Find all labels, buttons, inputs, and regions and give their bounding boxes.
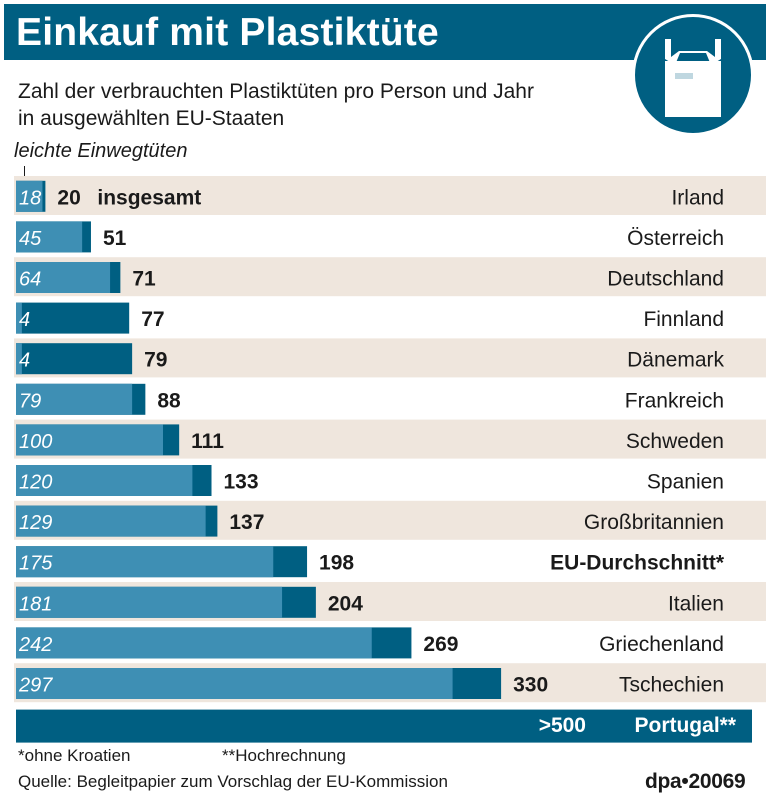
row-stripe <box>14 338 766 378</box>
light-value-label: 297 <box>18 675 53 697</box>
bar-light <box>16 262 111 293</box>
light-value-label: 4 <box>19 350 30 372</box>
bar-light <box>16 586 283 618</box>
total-value-label: 330 <box>513 674 548 697</box>
total-value-label: 137 <box>229 511 264 534</box>
total-value-label: 88 <box>157 389 181 412</box>
row-stripe <box>14 176 766 215</box>
bar-total <box>16 343 133 375</box>
category-label: Tschechien <box>619 674 724 697</box>
total-value-label: 79 <box>144 349 167 372</box>
light-value-label: 129 <box>19 512 52 534</box>
category-label: Dänemark <box>627 349 724 372</box>
subtitle-line-1: Zahl der verbrauchten Plastiktüten pro P… <box>18 80 534 103</box>
category-label: Schweden <box>626 430 724 453</box>
legend-pointer <box>24 166 25 178</box>
bar-light <box>16 424 163 456</box>
category-label: EU-Durchschnitt* <box>550 552 725 575</box>
dpa-logo: dpa•20069 <box>645 770 746 793</box>
bar-total <box>16 302 130 334</box>
category-label: Großbritannien <box>584 511 724 534</box>
subtitle: Zahl der verbrauchten Plastiktüten pro P… <box>18 78 628 132</box>
category-label: Frankreich <box>625 389 724 412</box>
overflow-value-label: >500 <box>539 714 586 737</box>
category-label: Finnland <box>643 308 724 331</box>
bar-light <box>16 505 206 537</box>
total-value-label: 198 <box>319 552 354 575</box>
bar-light <box>16 627 372 659</box>
category-label: Portugal** <box>634 714 736 737</box>
category-label: Griechenland <box>599 633 724 656</box>
light-value-label: 64 <box>19 269 41 291</box>
total-value-label: 51 <box>103 227 127 250</box>
chart-title: Einkauf mit Plastiktüte <box>16 11 439 54</box>
total-value-label: 133 <box>224 471 259 494</box>
light-value-label: 181 <box>19 593 52 615</box>
category-label: Deutschland <box>607 268 724 291</box>
total-value-label: 20 <box>57 186 80 209</box>
footnote-croatia: *ohne Kroatien <box>18 746 131 765</box>
light-value-label: 4 <box>19 309 30 331</box>
total-value-label: 77 <box>141 308 164 331</box>
category-label: Irland <box>671 186 724 209</box>
subtitle-line-2: in ausgewählten EU-Staaten <box>18 107 285 130</box>
total-value-label: 71 <box>132 268 156 291</box>
light-value-label: 79 <box>19 390 41 412</box>
bar-light <box>16 302 22 334</box>
bar-light <box>16 546 274 578</box>
bar-light <box>16 343 22 375</box>
bar-overflow <box>16 709 752 743</box>
plastic-bag-icon <box>632 14 754 136</box>
source-note: Quelle: Begleitpapier zum Vorschlag der … <box>18 772 448 791</box>
light-value-label: 100 <box>19 431 52 453</box>
bar-light <box>16 465 193 496</box>
light-value-label: 175 <box>19 553 53 575</box>
category-label: Italien <box>668 592 724 615</box>
bar-light <box>16 668 453 699</box>
category-label: Spanien <box>647 471 724 494</box>
legend-light-label: leichte Einwegtüten <box>14 140 188 162</box>
total-value-label: 204 <box>328 592 363 615</box>
light-value-label: 120 <box>19 472 52 494</box>
light-value-label: 18 <box>19 187 41 209</box>
bar-light <box>16 221 83 253</box>
bar-light <box>16 180 43 212</box>
bar-light <box>16 383 133 415</box>
total-value-label: 269 <box>423 633 458 656</box>
footnote-projection: **Hochrechnung <box>222 746 346 765</box>
legend-total-label: insgesamt <box>97 186 201 209</box>
total-value-label: 111 <box>191 430 224 453</box>
light-value-label: 242 <box>18 634 52 656</box>
category-label: Österreich <box>627 227 724 250</box>
title-banner: Einkauf mit Plastiktüte <box>4 4 766 60</box>
row-stripe <box>14 257 766 297</box>
light-value-label: 45 <box>19 228 42 250</box>
